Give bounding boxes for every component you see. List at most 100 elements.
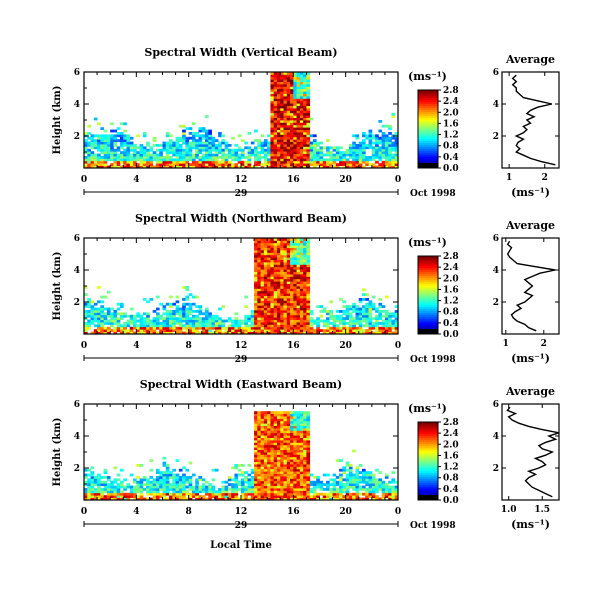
colorbar-swatch bbox=[418, 115, 438, 118]
heatmap-cell bbox=[355, 317, 360, 320]
heatmap-cell bbox=[280, 442, 284, 446]
heatmap-cell bbox=[306, 471, 311, 474]
heatmap-cell bbox=[250, 310, 255, 313]
heatmap-cell bbox=[273, 98, 278, 102]
heatmap-cell bbox=[263, 274, 268, 277]
heatmap-cell bbox=[394, 158, 399, 162]
heatmap-cell bbox=[178, 310, 183, 313]
heatmap-cell bbox=[257, 329, 262, 332]
heatmap-cell bbox=[152, 324, 157, 328]
heatmap-cell bbox=[214, 148, 219, 152]
heatmap-cell bbox=[276, 151, 281, 154]
heatmap-cell bbox=[290, 310, 294, 313]
heatmap-cell bbox=[394, 490, 399, 494]
heatmap-cell bbox=[388, 127, 392, 130]
heatmap-cell bbox=[391, 471, 396, 474]
heatmap-cell bbox=[260, 447, 265, 450]
heatmap-cell bbox=[221, 134, 226, 138]
heatmap-cell bbox=[348, 471, 353, 474]
heatmap-cell bbox=[110, 151, 114, 154]
heatmap-cell bbox=[126, 141, 131, 145]
heatmap-cell bbox=[384, 488, 389, 491]
heatmap-cell bbox=[227, 483, 232, 486]
heatmap-cell bbox=[365, 324, 369, 328]
heatmap-cell bbox=[231, 136, 235, 140]
heatmap-cell bbox=[178, 312, 183, 316]
heatmap-cell bbox=[162, 478, 167, 482]
heatmap-cell bbox=[283, 478, 288, 482]
heatmap-cell bbox=[247, 156, 252, 159]
heatmap-cell bbox=[384, 322, 389, 325]
heatmap-cell bbox=[273, 331, 278, 335]
heatmap-cell bbox=[254, 242, 258, 246]
heatmap-cell bbox=[231, 466, 235, 470]
heatmap-cell bbox=[224, 158, 229, 162]
heatmap-cell bbox=[312, 156, 317, 159]
heatmap-cell bbox=[247, 158, 252, 162]
heatmap-cell bbox=[293, 129, 297, 133]
heatmap-cell bbox=[273, 461, 278, 465]
heatmap-cell bbox=[283, 420, 288, 424]
heatmap-cell bbox=[205, 136, 209, 140]
heatmap-cell bbox=[303, 93, 307, 97]
heatmap-cell bbox=[273, 307, 278, 311]
heatmap-cell bbox=[97, 156, 101, 159]
heatmap-cell bbox=[378, 480, 383, 484]
heatmap-cell bbox=[332, 497, 337, 501]
heatmap-cell bbox=[286, 141, 291, 145]
colorbar-tick-label: 0.0 bbox=[443, 164, 459, 174]
heatmap-cell bbox=[348, 468, 353, 472]
heatmap-cell bbox=[309, 329, 314, 332]
x-tick-label: 0 bbox=[81, 507, 87, 517]
heatmap-cell bbox=[381, 483, 386, 486]
heatmap-cell bbox=[358, 165, 363, 169]
heatmap-cell bbox=[391, 485, 396, 489]
heatmap-cell bbox=[273, 252, 278, 256]
heatmap-cell bbox=[133, 331, 137, 335]
heatmap-cell bbox=[139, 324, 144, 328]
heatmap-cell bbox=[365, 160, 369, 164]
x-tick-label: 0 bbox=[81, 341, 87, 351]
heatmap-cell bbox=[293, 473, 297, 477]
heatmap-cell bbox=[276, 141, 281, 145]
heatmap-cell bbox=[257, 242, 262, 246]
heatmap-cell bbox=[267, 271, 271, 275]
heatmap-cell bbox=[306, 278, 311, 282]
heatmap-cell bbox=[290, 134, 294, 138]
heatmap-cell bbox=[276, 79, 281, 82]
heatmap-cell bbox=[270, 449, 275, 453]
heatmap-cell bbox=[185, 151, 190, 154]
heatmap-cell bbox=[280, 88, 284, 92]
heatmap-cell bbox=[106, 141, 111, 145]
heatmap-cell bbox=[316, 144, 320, 147]
heatmap-cell bbox=[280, 288, 284, 292]
heatmap-cell bbox=[384, 312, 389, 316]
heatmap-cell bbox=[260, 413, 265, 417]
heatmap-cell bbox=[290, 290, 294, 294]
heatmap-cell bbox=[152, 478, 157, 482]
heatmap-cell bbox=[283, 247, 288, 251]
heatmap-cell bbox=[201, 317, 206, 320]
heatmap-cell bbox=[375, 141, 379, 145]
heatmap-cell bbox=[270, 108, 275, 111]
heatmap-cell bbox=[283, 322, 288, 325]
heatmap-cell bbox=[296, 411, 301, 414]
heatmap-cell bbox=[286, 242, 291, 246]
heatmap-cell bbox=[276, 112, 281, 116]
heatmap-cell bbox=[267, 281, 271, 284]
heatmap-cell bbox=[263, 278, 268, 282]
heatmap-cell bbox=[286, 480, 291, 484]
heatmap-cell bbox=[273, 254, 278, 258]
heatmap-cell bbox=[348, 163, 353, 166]
colorbar-swatch bbox=[418, 431, 438, 435]
heatmap-cell bbox=[188, 146, 193, 150]
colorbar-swatch bbox=[418, 130, 438, 134]
heatmap-cell bbox=[299, 141, 304, 145]
x-tick-label: 0 bbox=[395, 507, 401, 517]
heatmap-cell bbox=[172, 485, 176, 489]
heatmap-cell bbox=[152, 158, 157, 162]
heatmap-cell bbox=[290, 139, 294, 142]
heatmap-cell bbox=[290, 238, 294, 241]
heatmap-cell bbox=[254, 302, 258, 306]
heatmap-cell bbox=[231, 148, 235, 152]
